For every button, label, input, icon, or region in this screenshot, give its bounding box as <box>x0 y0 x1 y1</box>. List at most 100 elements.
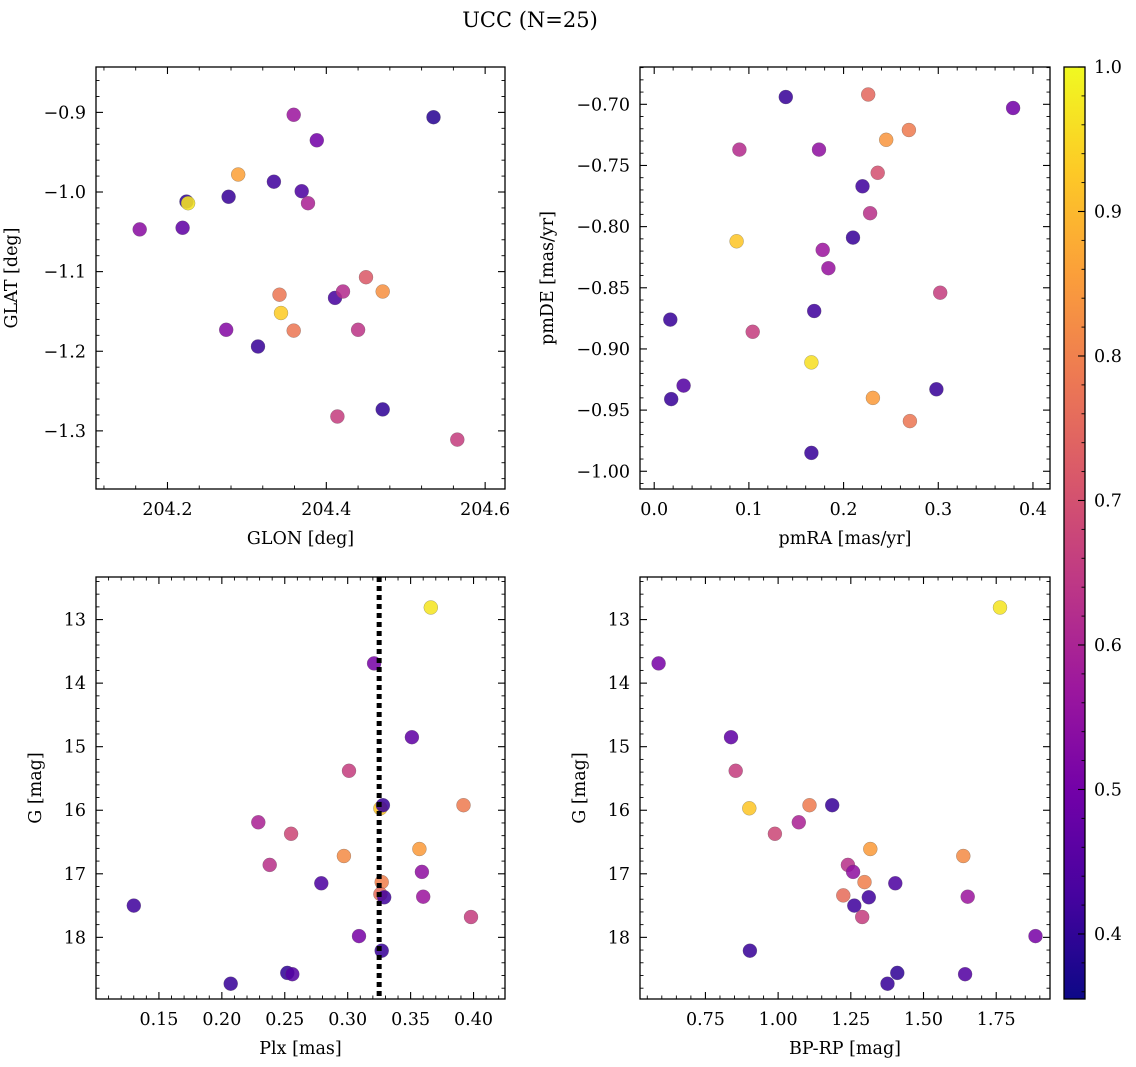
data-point <box>804 355 819 370</box>
x-tick-label: 0.0 <box>640 500 668 520</box>
data-point <box>880 976 895 991</box>
y-tick-label: −0.70 <box>576 95 630 115</box>
data-point <box>861 890 877 905</box>
data-point <box>335 284 351 299</box>
y-tick-label: −0.85 <box>576 279 630 299</box>
data-point <box>836 888 851 903</box>
data-point <box>890 965 905 981</box>
data-point <box>992 600 1008 615</box>
x-tick-label: 0.15 <box>139 1010 178 1030</box>
y-tick-label: −1.0 <box>44 183 87 203</box>
y-tick-label: 15 <box>64 738 86 758</box>
data-point <box>250 339 266 354</box>
data-point <box>815 242 830 258</box>
data-point <box>960 889 975 904</box>
colorbar-tick-label: 0.8 <box>1094 347 1122 367</box>
data-point <box>855 179 870 194</box>
data-point <box>745 324 760 340</box>
y-axis-label: G [mag] <box>570 752 590 823</box>
scatter-panel-3: 0.15 0.20 0.25 0.30 0.35 0.40 13 14 15 16 17 18 Plx … <box>26 576 506 1059</box>
data-point <box>375 284 390 299</box>
data-point <box>463 909 479 925</box>
y-tick-label: 14 <box>64 674 86 694</box>
axes-frame <box>95 66 506 490</box>
data-point <box>1005 100 1021 116</box>
data-point <box>863 841 878 857</box>
y-axis-label: pmDE [mas/yr] <box>538 211 558 345</box>
y-tick-label: 17 <box>64 865 86 885</box>
scatter-panels: 204.2 204.4 204.6 −0.9 −1.0 −1.1 −1.2 −1.3 GLON … <box>2 66 1051 1059</box>
axes-frame <box>639 66 1051 490</box>
data-point <box>723 729 739 745</box>
data-point <box>847 898 862 913</box>
x-tick-label: 0.2 <box>830 500 858 520</box>
data-point <box>180 195 196 211</box>
data-point <box>860 87 876 102</box>
colorbar-tick-label: 0.6 <box>1094 636 1122 656</box>
y-tick-label: −0.75 <box>576 156 630 176</box>
data-point <box>802 797 817 813</box>
data-point <box>901 122 917 138</box>
y-tick-label: −1.1 <box>44 263 87 283</box>
data-point <box>728 763 743 779</box>
data-point <box>336 848 352 864</box>
data-point <box>358 269 374 285</box>
data-point <box>286 107 301 123</box>
x-tick-label: 0.4 <box>1019 500 1047 520</box>
data-point <box>729 234 744 249</box>
colorbar-tick-label: 0.7 <box>1094 491 1122 511</box>
data-point <box>375 402 390 417</box>
x-tick-label: 0.75 <box>686 1010 725 1030</box>
data-point <box>412 841 427 857</box>
data-point <box>132 222 147 237</box>
data-point <box>862 205 878 221</box>
data-point <box>414 864 430 880</box>
data-point <box>804 445 819 461</box>
data-point <box>742 943 758 958</box>
y-tick-label: 17 <box>608 865 630 885</box>
data-point <box>929 382 944 397</box>
data-point <box>262 857 277 873</box>
colorbar: 0.4 0.5 0.6 0.7 0.8 0.9 1.0 <box>1063 58 1122 1000</box>
x-tick-label: 1.50 <box>904 1010 943 1030</box>
y-axis-label: GLAT [deg] <box>2 228 22 329</box>
x-axis-label: BP-RP [mag] <box>789 1039 901 1059</box>
data-point <box>314 876 329 891</box>
data-point <box>283 826 299 842</box>
data-point <box>285 966 300 982</box>
data-point <box>423 600 439 615</box>
scatter-panel-1: 204.2 204.4 204.6 −0.9 −1.0 −1.1 −1.2 −1.3 GLON … <box>2 66 510 549</box>
y-tick-label: 16 <box>64 801 86 821</box>
axes-frame <box>639 576 1051 1000</box>
y-tick-label: 18 <box>608 928 630 948</box>
axes-frame <box>95 576 506 1000</box>
data-point <box>854 909 870 925</box>
x-tick-label: 1.00 <box>759 1010 798 1030</box>
data-point <box>330 409 345 424</box>
data-point <box>878 132 894 148</box>
x-tick-label: 0.3 <box>924 500 952 520</box>
figure-title: UCC (N=25) <box>462 8 598 32</box>
data-point <box>415 889 431 904</box>
points-group <box>663 87 1021 461</box>
x-tick-label: 0.40 <box>454 1010 493 1030</box>
data-point <box>341 763 357 779</box>
data-point <box>663 312 678 327</box>
y-tick-label: −0.95 <box>576 401 630 421</box>
data-point <box>309 133 325 148</box>
x-tick-label: 204.4 <box>301 500 351 520</box>
data-point <box>865 390 881 406</box>
x-axis-label: pmRA [mas/yr] <box>779 529 912 549</box>
y-tick-label: 13 <box>64 611 86 631</box>
scatter-panel-2: 0.0 0.1 0.2 0.3 0.4 −0.70 −0.75 −0.80 −0.85 −0.90… <box>538 66 1051 549</box>
data-point <box>266 174 282 189</box>
x-tick-label: 0.25 <box>265 1010 304 1030</box>
y-tick-label: −0.80 <box>576 218 630 238</box>
data-point <box>350 322 366 338</box>
data-point <box>273 305 289 321</box>
data-point <box>175 220 190 236</box>
data-point <box>957 966 973 982</box>
scatter-panel-4: 0.75 1.00 1.25 1.50 1.75 13 14 15 16 17 18 BP-RP [m… <box>570 576 1051 1059</box>
data-point <box>426 109 441 125</box>
